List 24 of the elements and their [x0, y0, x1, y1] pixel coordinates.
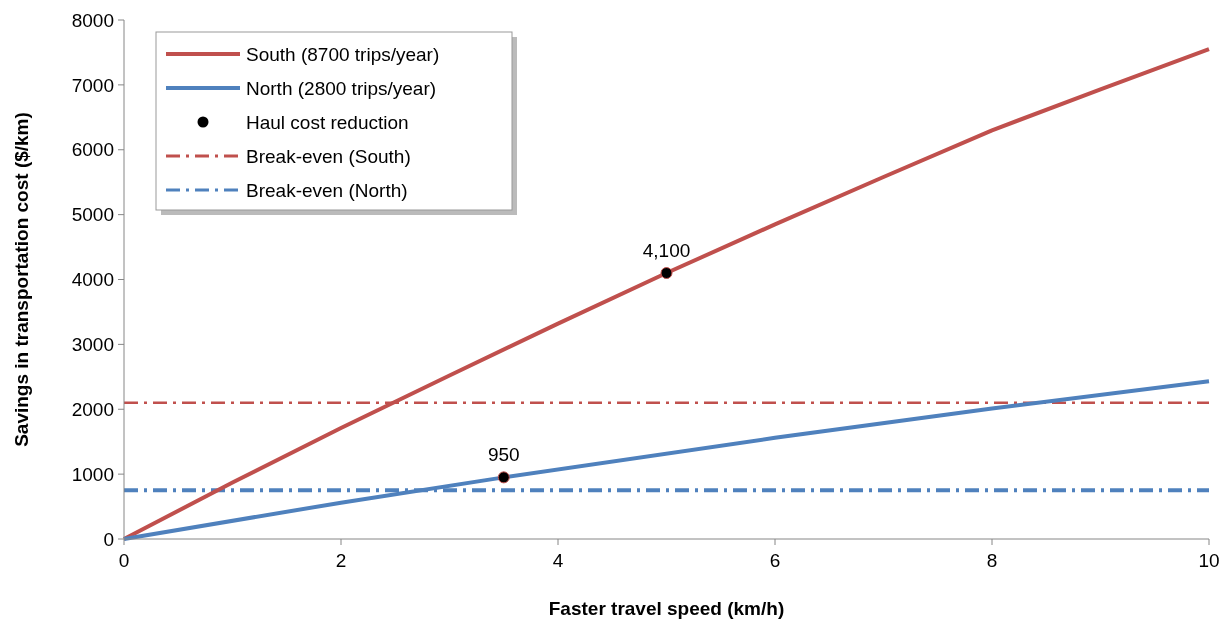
x-tick-label: 6 — [769, 550, 781, 571]
x-axis-title: Faster travel speed (km/h) — [548, 598, 785, 619]
x-tick-label: 2 — [335, 550, 347, 571]
y-tick-label: 7000 — [71, 74, 114, 96]
legend-label: Haul cost reduction — [246, 111, 409, 133]
legend-label: South (8700 trips/year) — [246, 43, 440, 65]
y-tick-label: 4000 — [71, 269, 114, 291]
y-axis-title: Savings in transportation cost ($/km) — [11, 112, 32, 447]
data-label: 950 — [487, 444, 520, 466]
data-label: 4,100 — [642, 240, 691, 262]
x-tick-label: 0 — [118, 550, 130, 571]
y-tick-label: 0 — [103, 528, 114, 550]
y-tick-label: 1000 — [71, 463, 114, 485]
legend-label: North (2800 trips/year) — [246, 77, 437, 99]
y-tick-label: 6000 — [71, 139, 114, 161]
y-tick-label: 8000 — [71, 9, 114, 31]
x-tick-label: 10 — [1198, 550, 1220, 571]
x-tick-label: 8 — [986, 550, 998, 571]
y-tick-label: 2000 — [71, 398, 114, 420]
y-tick-label: 5000 — [71, 204, 114, 226]
legend-label: Break-even (North) — [246, 179, 408, 201]
y-tick-label: 3000 — [71, 334, 114, 356]
legend-label: Break-even (South) — [246, 145, 411, 167]
x-tick-label: 4 — [552, 550, 564, 571]
